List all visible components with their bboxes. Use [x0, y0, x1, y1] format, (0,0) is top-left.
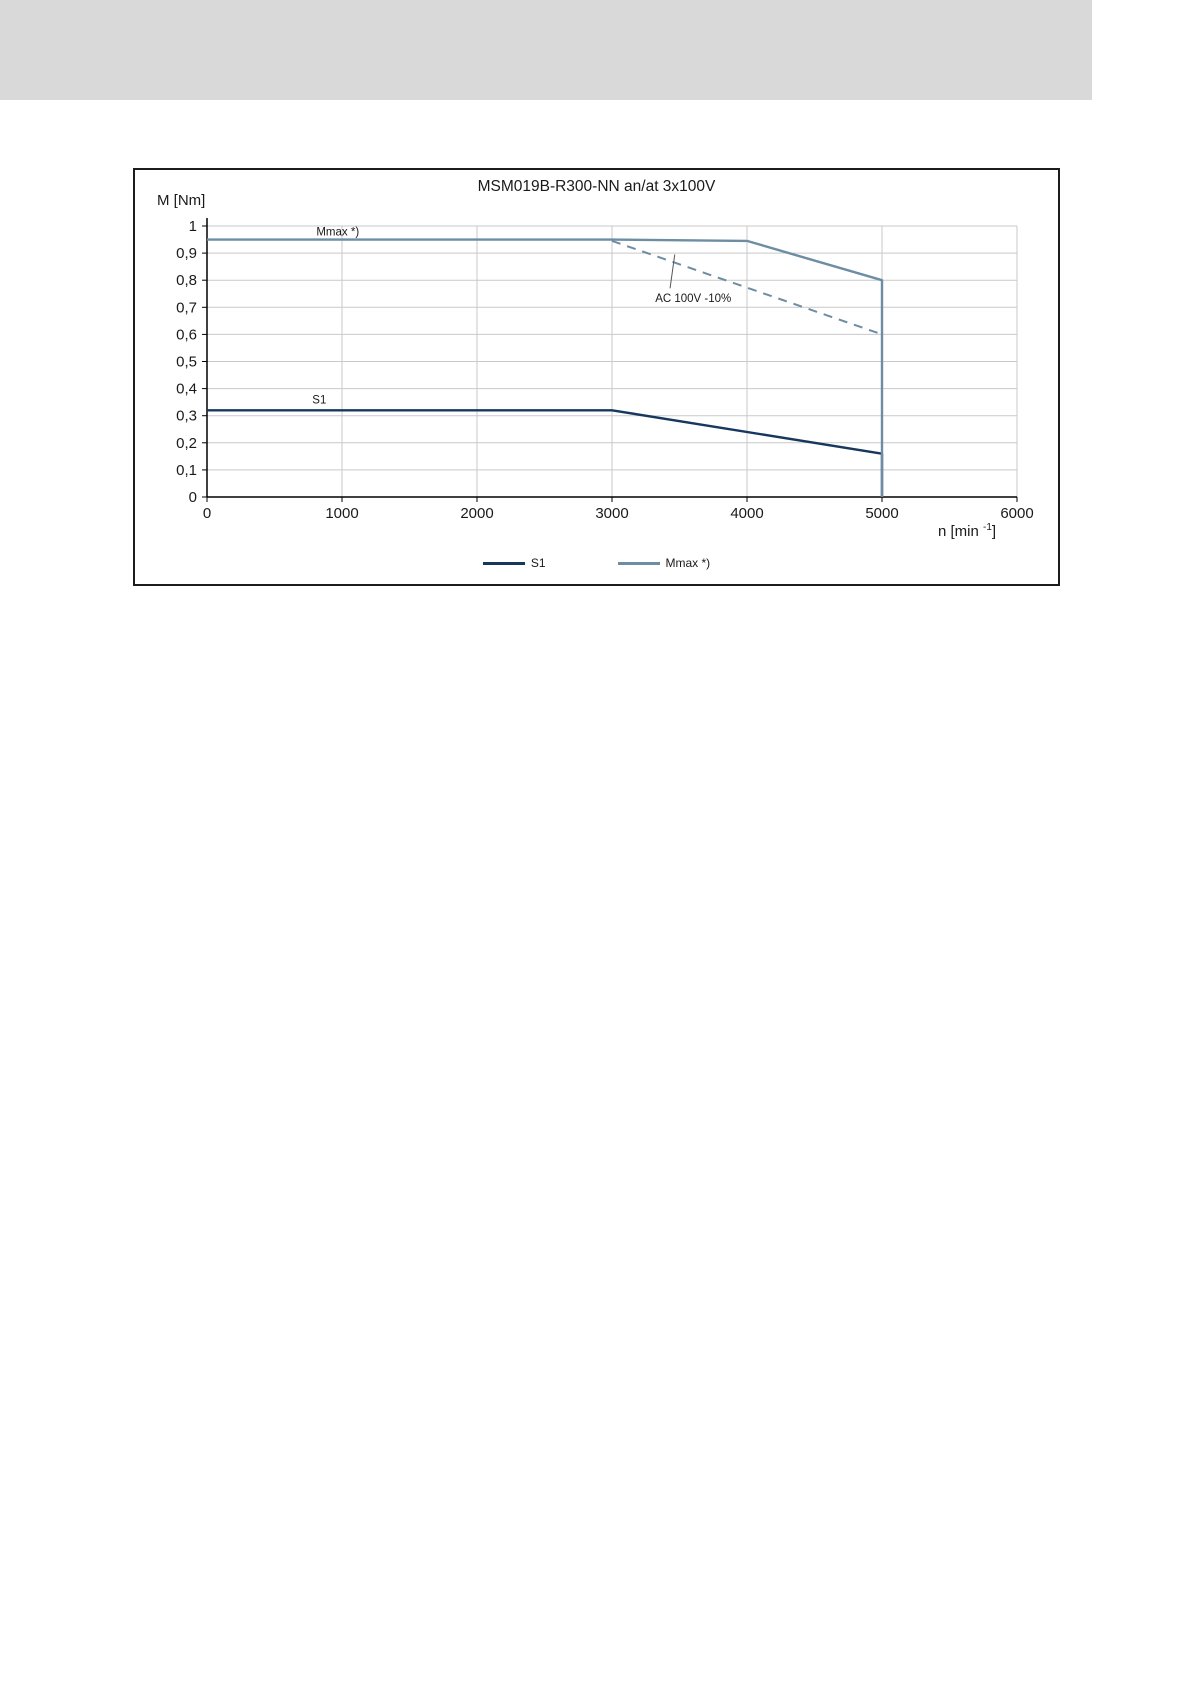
x-tick-label: 0 [203, 505, 211, 522]
x-tick-label: 2000 [460, 505, 493, 522]
legend-swatch-s1 [482, 561, 525, 565]
y-tick-label: 1 [189, 218, 197, 235]
x-axis-label: n [min -1] [938, 522, 996, 540]
x-tick-label: 5000 [865, 505, 898, 522]
y-tick-label: 0,1 [176, 462, 197, 479]
y-tick-label: 0,5 [176, 354, 197, 371]
series-s1 [207, 409, 884, 497]
legend-label-s1: S1 [530, 556, 546, 570]
x-axis-label-sup: -1 [983, 522, 992, 533]
y-tick-label: 0,4 [176, 381, 197, 398]
legend-item-s1: S1 [482, 556, 546, 570]
x-tick-label: 6000 [1000, 505, 1033, 522]
legend-label-mmax: Mmax *) [665, 556, 711, 570]
x-tick-label: 1000 [325, 505, 358, 522]
y-tick-label: 0,2 [176, 435, 197, 452]
y-tick-label: 0,9 [176, 245, 197, 262]
x-axis-label-post: ] [991, 523, 997, 540]
y-axis-label: M [Nm] [157, 192, 206, 209]
header-band [0, 0, 1092, 100]
chart-annotation: Mmax *) [316, 226, 359, 238]
torque-speed-chart-frame: 0 0,1 0,2 0,3 0,4 0,5 0,6 0,7 0,8 0,9 1 0 1000 2000 30… [133, 168, 1060, 586]
legend-item-mmax: Mmax *) [617, 556, 711, 570]
chart-annotation: S1 [312, 395, 326, 407]
y-tick-label: 0,8 [176, 272, 197, 289]
legend-swatch-mmax [617, 561, 660, 565]
y-tick-label: 0 [189, 489, 197, 506]
chart-legend: S1 Mmax *) [135, 556, 1058, 570]
chart-svg: 0 0,1 0,2 0,3 0,4 0,5 0,6 0,7 0,8 0,9 1 0 1000 2000 30… [176, 218, 1034, 522]
x-axis-label-pre: n [min [938, 523, 984, 540]
chart-title: MSM019B-R300-NN an/at 3x100V [477, 178, 716, 195]
chart-annotation: AC 100V -10% [655, 293, 731, 305]
x-tick-label: 4000 [730, 505, 763, 522]
y-tick-label: 0,3 [176, 408, 197, 425]
x-tick-label: 3000 [595, 505, 628, 522]
y-tick-label: 0,7 [176, 299, 197, 316]
y-tick-label: 0,6 [176, 326, 197, 343]
annotation-leader-line [669, 254, 676, 289]
series-mmax [207, 238, 884, 497]
